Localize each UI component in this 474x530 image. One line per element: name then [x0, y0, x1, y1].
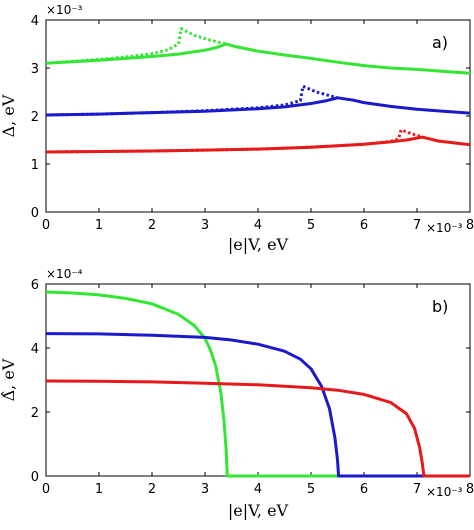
x-tick-label: 8 [466, 482, 474, 497]
series-line-solid-2 [45, 379, 470, 478]
x-tick-label: 3 [201, 218, 209, 233]
y-tick-label: 0 [31, 470, 39, 485]
x-tick-label: 7 [413, 482, 421, 497]
y-tick-label: 3 [31, 62, 39, 77]
x-tick-label: 0 [42, 218, 50, 233]
panel-b-ticks: 0 1 2 3 4 5 6 7 8 0 2 4 6 [31, 278, 474, 497]
panel-a-y-exponent: ×10⁻³ [46, 3, 83, 17]
panel-b-label: b) [432, 297, 448, 316]
x-tick-label: 1 [95, 482, 103, 497]
x-tick-label: 0 [42, 482, 50, 497]
x-tick-label: 2 [148, 218, 156, 233]
panel-b-series [45, 290, 470, 478]
y-tick-label: 1 [31, 158, 39, 173]
panel-b: 0 1 2 3 4 5 6 7 8 0 2 4 6 b) ×10⁻⁴ ×10⁻³ |e|V, eV Δ̂… [0, 267, 474, 520]
x-tick-label: 4 [254, 482, 262, 497]
panel-a-ticks: 0 1 2 3 4 5 6 7 8 0 1 2 3 4 [31, 14, 474, 233]
series-line-dotted-3 [45, 84, 338, 117]
y-tick-label: 4 [31, 342, 39, 357]
panel-a-label: a) [432, 33, 448, 52]
x-tick-label: 3 [201, 482, 209, 497]
y-tick-label: 2 [31, 406, 39, 421]
x-tick-label: 5 [307, 218, 315, 233]
panel-b-xlabel: |e|V, eV [228, 501, 289, 520]
y-tick-label: 0 [31, 206, 39, 221]
x-tick-label: 1 [95, 218, 103, 233]
x-tick-label: 8 [466, 218, 474, 233]
y-tick-label: 6 [31, 278, 39, 293]
panel-a: 0 1 2 3 4 5 6 7 8 0 1 2 3 4 a) ×10⁻³ ×10⁻³ |e|V, eV Δ… [0, 3, 474, 254]
series-line-solid-2 [45, 96, 471, 117]
series-line-dotted-5 [45, 128, 423, 154]
series-line-dotted-1 [45, 27, 227, 65]
series-line-solid-1 [45, 332, 470, 478]
panel-a-series [45, 27, 471, 154]
x-tick-label: 2 [148, 482, 156, 497]
panel-a-xlabel: |e|V, eV [228, 235, 289, 254]
x-tick-label: 5 [307, 482, 315, 497]
x-tick-label: 6 [360, 482, 368, 497]
y-tick-label: 4 [31, 14, 39, 29]
series-line-solid-0 [45, 42, 471, 75]
x-tick-label: 7 [413, 218, 421, 233]
panel-a-frame [45, 19, 471, 213]
panel-b-x-exponent: ×10⁻³ [426, 485, 463, 499]
x-tick-label: 4 [254, 218, 262, 233]
panel-b-ylabel: Δ̂, eV [0, 358, 18, 401]
x-tick-label: 6 [360, 218, 368, 233]
y-tick-label: 2 [31, 110, 39, 125]
panel-b-y-exponent: ×10⁻⁴ [46, 267, 83, 281]
panel-a-ylabel: Δ, eV [0, 94, 18, 137]
panel-a-x-exponent: ×10⁻³ [426, 221, 463, 235]
